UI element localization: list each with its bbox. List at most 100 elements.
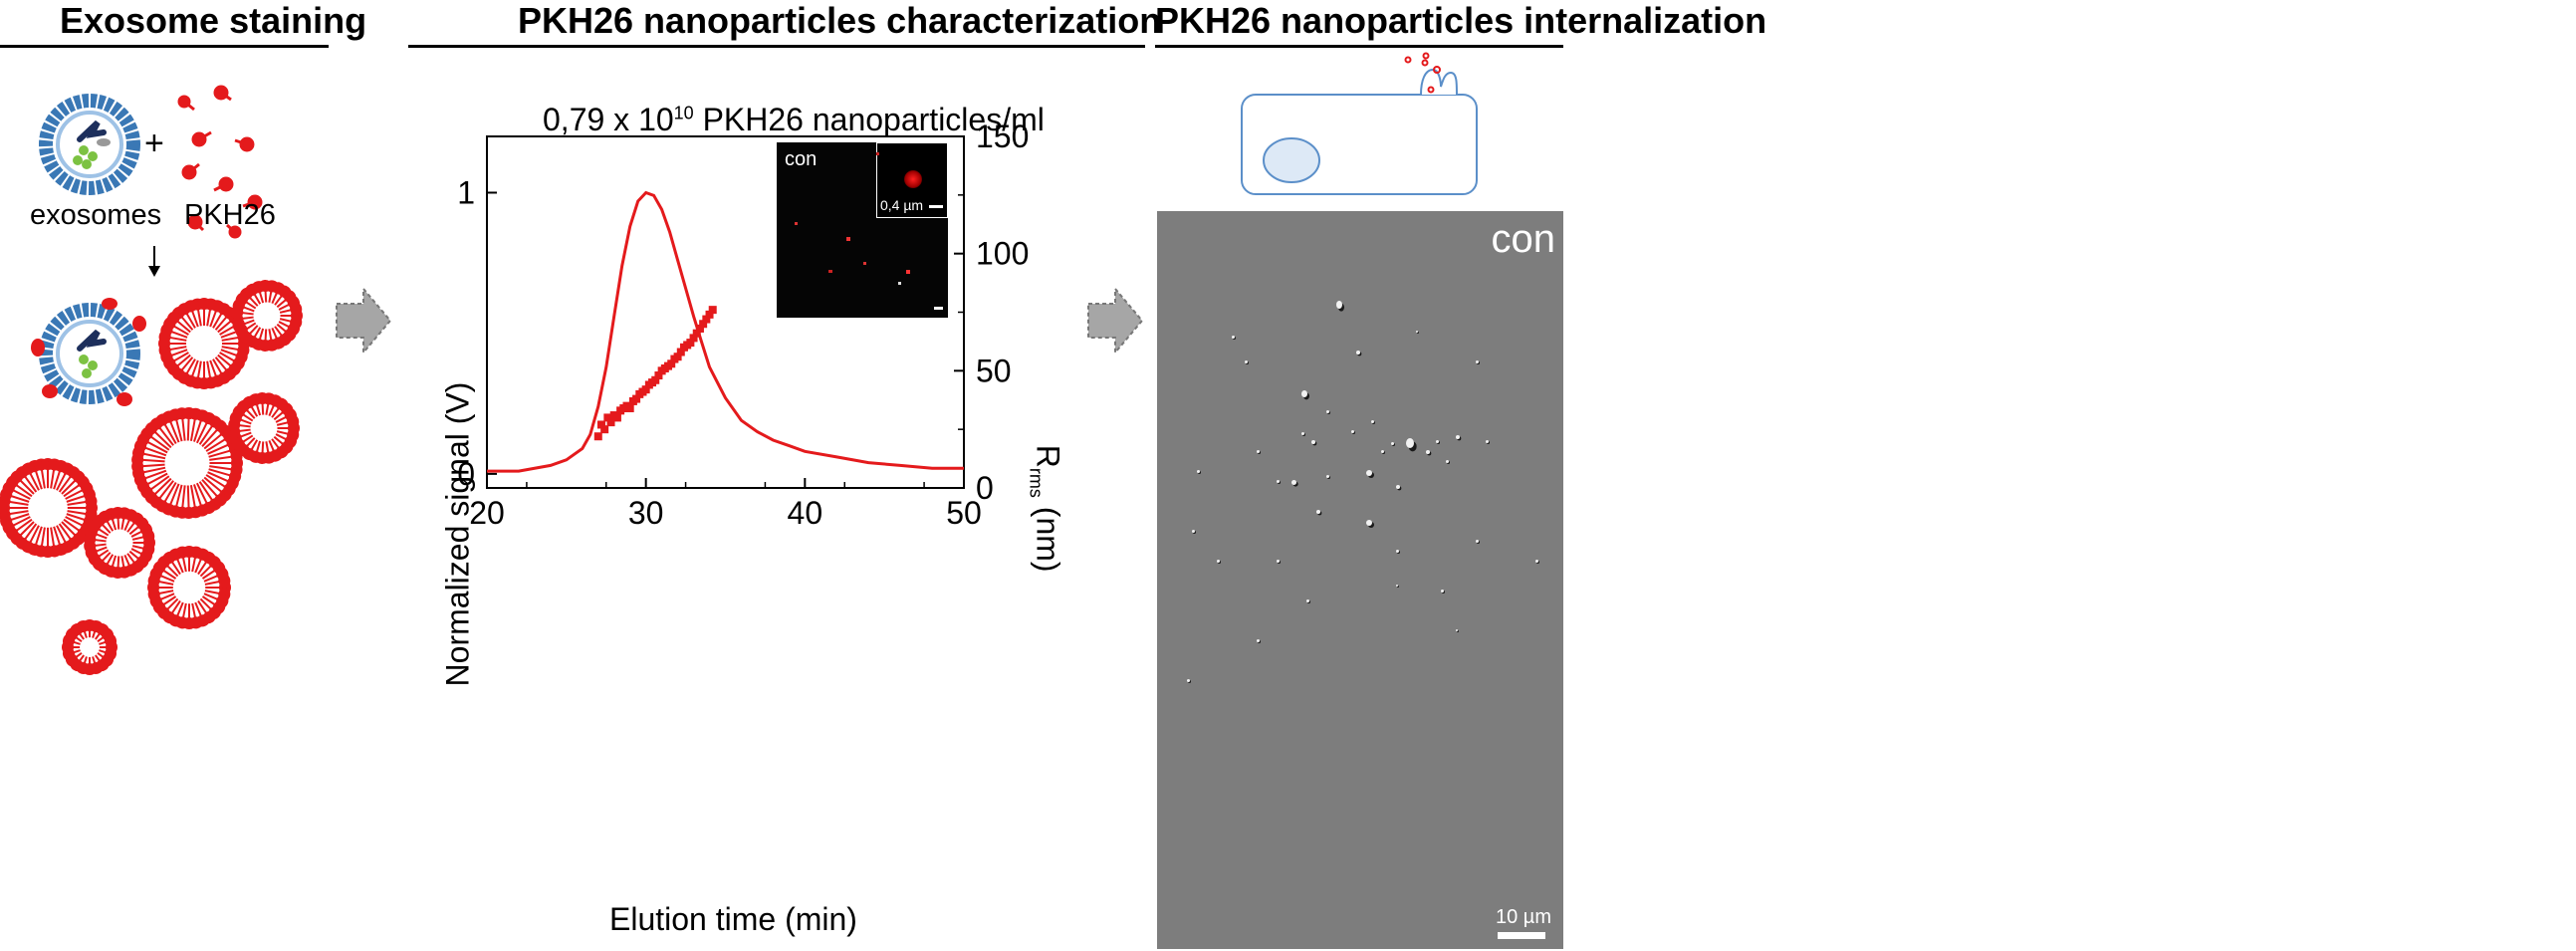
particle xyxy=(1486,440,1489,443)
particle xyxy=(1306,599,1309,602)
exosome-staining-diagram xyxy=(0,85,303,675)
left-title-rule xyxy=(0,45,329,48)
particle xyxy=(1301,432,1304,435)
rms-point xyxy=(612,413,621,422)
stained-exosome-icon xyxy=(31,298,146,406)
rms-point xyxy=(641,385,650,394)
particle xyxy=(1326,475,1329,478)
particle xyxy=(1232,336,1235,339)
micelle xyxy=(147,546,231,629)
y-tick-label: 0 xyxy=(457,456,475,492)
inset-zoom-scale-label: 0,4 µm xyxy=(880,197,924,213)
particle xyxy=(1456,629,1458,631)
rms-point xyxy=(676,348,685,357)
pkh26-dye-icon xyxy=(177,85,263,239)
chart-y-axis-label: Normalized signal (V) xyxy=(439,381,476,687)
inset-zoom-box: 0,4 µm xyxy=(876,142,948,218)
y2-tick-label: 50 xyxy=(976,353,1012,388)
chart-x-axis-label: Elution time (min) xyxy=(609,901,857,937)
exosomes-label: exosomes xyxy=(30,199,162,231)
process-arrow-1 xyxy=(336,286,392,356)
particle xyxy=(1197,470,1200,473)
particle xyxy=(1406,438,1414,448)
middle-title-rule xyxy=(408,45,1145,48)
cell-schematic xyxy=(1241,52,1478,195)
x-tick-label: 50 xyxy=(946,495,982,531)
particle xyxy=(1326,410,1329,413)
particle xyxy=(1311,440,1315,444)
particle xyxy=(1336,301,1342,309)
particle xyxy=(1436,440,1439,443)
rms-point xyxy=(695,324,704,333)
particle xyxy=(1476,540,1479,543)
micelle xyxy=(62,619,117,675)
particle xyxy=(1456,435,1460,439)
dic-microscopy-image: con 10 µm xyxy=(1157,211,1563,949)
particle xyxy=(1366,470,1372,476)
particle xyxy=(1257,639,1260,642)
middle-panel-title: PKH26 nanoparticles characterization xyxy=(518,0,1162,41)
x-tick-label: 40 xyxy=(788,495,823,531)
particle xyxy=(1366,520,1372,526)
particle xyxy=(1192,530,1195,533)
rms-point xyxy=(606,418,615,427)
dic-scale-bar xyxy=(1498,932,1545,939)
dic-image-label: con xyxy=(1491,217,1556,261)
y2-tick-label: 100 xyxy=(976,236,1029,272)
exosome-icon xyxy=(39,94,140,195)
rms-point xyxy=(596,420,605,429)
right-panel-title: PKH26 nanoparticles internalization xyxy=(1155,0,1767,41)
x-tick-label: 30 xyxy=(628,495,664,531)
chart-y2-axis-label: Rrms (nm) xyxy=(1026,444,1066,573)
inset-microscopy-image: con 0,4 µm xyxy=(777,142,948,318)
rms-point xyxy=(702,315,711,324)
y-tick-label: 1 xyxy=(457,174,475,210)
signal-line xyxy=(487,190,964,473)
particle xyxy=(1187,679,1190,682)
particle xyxy=(1257,450,1260,453)
rms-point xyxy=(625,403,634,412)
plus-sign: + xyxy=(144,124,164,162)
y2-tick-label: 150 xyxy=(976,119,1029,154)
rms-point xyxy=(708,306,717,315)
rms-point xyxy=(705,310,714,319)
particle xyxy=(1535,560,1538,563)
pkh26-micelles xyxy=(0,280,303,675)
rms-point xyxy=(654,371,663,380)
inset-label: con xyxy=(785,148,818,170)
particle xyxy=(1356,351,1360,355)
micelle xyxy=(231,280,303,352)
dic-scale-label: 10 µm xyxy=(1496,906,1551,928)
rms-point xyxy=(593,432,602,441)
rms-point xyxy=(689,334,698,343)
rms-point xyxy=(651,375,660,384)
particle xyxy=(1396,550,1399,553)
rms-point xyxy=(632,394,641,403)
right-title-rule xyxy=(1155,45,1563,48)
process-arrow-2 xyxy=(1087,286,1144,356)
micelle xyxy=(0,458,98,558)
rms-point xyxy=(600,425,609,434)
rms-point xyxy=(686,339,695,348)
particle xyxy=(1245,360,1248,363)
particle xyxy=(1351,430,1354,433)
particle xyxy=(1416,331,1418,333)
micelle xyxy=(228,392,300,464)
particle xyxy=(1371,420,1374,423)
micelle xyxy=(84,507,155,579)
rms-point xyxy=(673,353,682,361)
rms-point xyxy=(667,359,676,368)
particle xyxy=(1316,510,1320,514)
particle xyxy=(1277,480,1280,483)
y2-tick-label: 0 xyxy=(976,470,994,506)
pkh26-label: PKH26 xyxy=(184,199,276,231)
rms-point xyxy=(692,329,701,338)
particle xyxy=(1301,390,1307,397)
particle xyxy=(1446,460,1449,463)
particle xyxy=(1381,450,1384,453)
micelle xyxy=(158,298,250,389)
particle xyxy=(1441,590,1444,593)
chart-title: 0,79 x 1010 PKH26 nanoparticles/ml xyxy=(543,102,1045,137)
particle xyxy=(1291,480,1296,485)
